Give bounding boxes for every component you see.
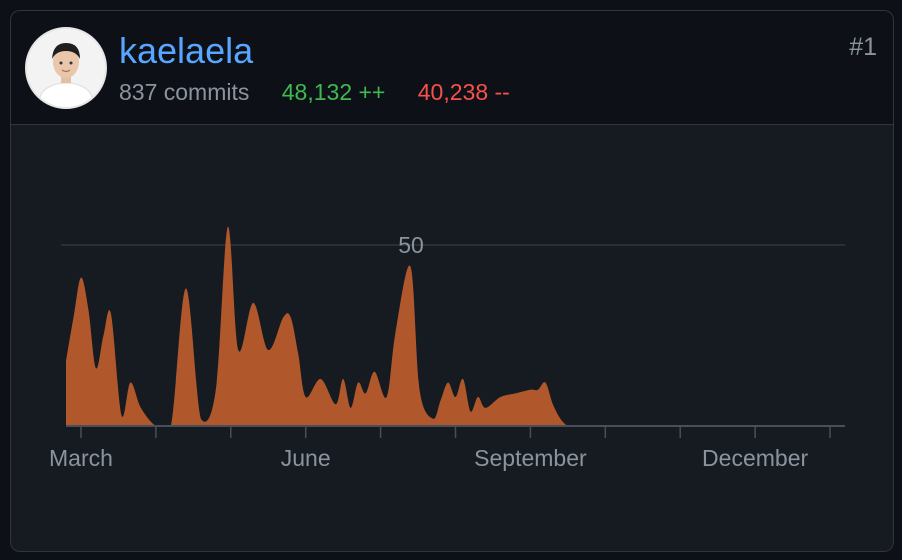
x-axis-label-june: June bbox=[281, 445, 331, 471]
commit-count: 837 commits bbox=[119, 79, 250, 105]
gridline-label: 50 bbox=[398, 232, 424, 258]
username-link[interactable]: kaelaela bbox=[119, 30, 254, 71]
activity-area-chart: 50 March June September December bbox=[49, 226, 845, 471]
card-header: kaelaela 837 commits 48,132 ++ 40,238 --… bbox=[11, 11, 893, 125]
contributor-card: kaelaela 837 commits 48,132 ++ 40,238 --… bbox=[10, 10, 894, 552]
contribution-stats: 837 commits 48,132 ++ 40,238 -- bbox=[119, 81, 510, 104]
deletions-count: 40,238 -- bbox=[417, 79, 510, 105]
user-avatar-icon[interactable] bbox=[25, 27, 107, 109]
x-axis-label-september: September bbox=[474, 445, 587, 471]
x-axis-label-december: December bbox=[702, 445, 808, 471]
avatar-portrait bbox=[27, 29, 105, 107]
rank-badge: #1 bbox=[849, 33, 877, 61]
x-axis-label-march: March bbox=[49, 445, 113, 471]
additions-count: 48,132 ++ bbox=[281, 79, 386, 105]
activity-area-series bbox=[66, 226, 845, 426]
commit-activity-chart: 50 March June September December bbox=[11, 125, 893, 551]
